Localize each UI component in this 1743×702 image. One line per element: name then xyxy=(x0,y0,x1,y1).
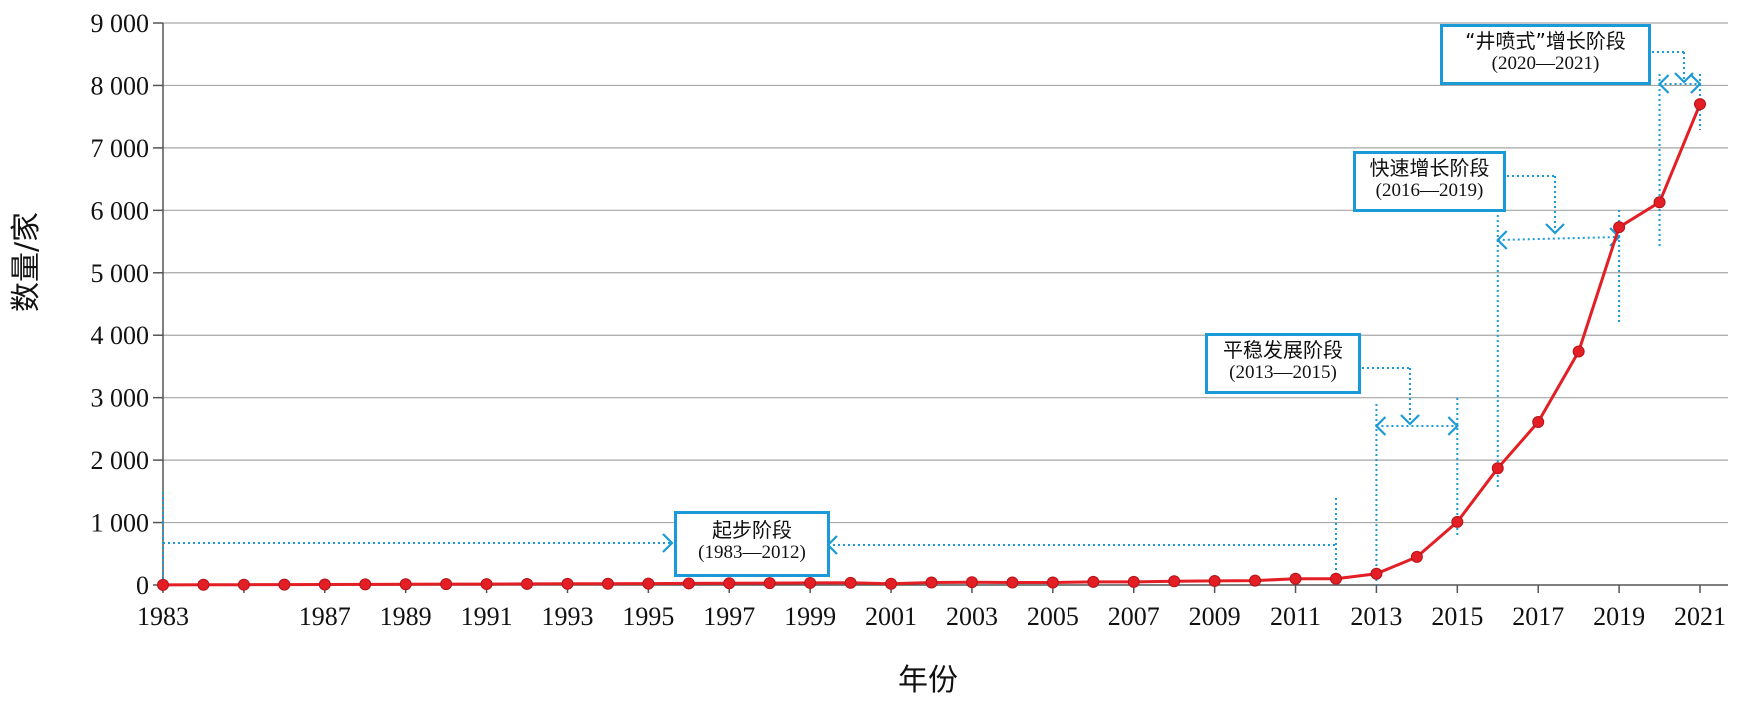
data-point xyxy=(1087,575,1100,588)
y-axis-title: 数量/家 xyxy=(9,212,44,312)
data-point xyxy=(844,576,857,589)
data-point xyxy=(682,577,695,590)
data-point xyxy=(885,577,898,590)
data-point xyxy=(318,578,331,591)
x-tick-label: 2021 xyxy=(1674,602,1726,631)
data-point xyxy=(399,578,412,591)
x-tick-label: 2015 xyxy=(1431,602,1483,631)
stage-stable-arrowhead-left xyxy=(1374,416,1387,436)
data-point xyxy=(1127,575,1140,588)
data-point xyxy=(480,578,493,591)
y-tick-label: 4 000 xyxy=(91,321,150,350)
data-point xyxy=(157,578,169,591)
stage-stable-arrowhead-right xyxy=(1447,416,1459,436)
axes xyxy=(153,22,1728,593)
data-point xyxy=(440,578,453,591)
data-point xyxy=(1532,416,1545,429)
data-point xyxy=(1289,572,1302,585)
stage-label-startup: 起步阶段 (1983—2012) xyxy=(674,511,830,577)
data-point xyxy=(1694,98,1706,111)
x-tick-label: 2007 xyxy=(1108,602,1160,631)
stage-rapid-leader-arrow xyxy=(1545,223,1565,235)
stage-label-stable: 平稳发展阶段 (2013—2015) xyxy=(1205,333,1361,394)
stage-startup-name: 起步阶段 xyxy=(712,518,792,542)
stage-stable-name: 平稳发展阶段 xyxy=(1223,338,1343,362)
stage-rapid-arrowhead-left xyxy=(1496,230,1508,250)
y-tick-labels: 0 1 000 2 000 3 000 4 000 5 000 6 000 7 000 8 00… xyxy=(91,9,150,600)
x-tick-label: 2001 xyxy=(865,602,917,631)
data-point xyxy=(1613,221,1626,234)
y-tick-label: 6 000 xyxy=(91,196,150,225)
gridlines xyxy=(163,22,1728,524)
data-point xyxy=(521,577,534,590)
data-point xyxy=(278,578,291,591)
data-point xyxy=(1249,574,1262,587)
x-tick-label: 2011 xyxy=(1270,602,1321,631)
x-tick-label: 1993 xyxy=(541,602,593,631)
data-point xyxy=(1168,575,1181,588)
stage-explosive-leader-arrow xyxy=(1674,72,1694,84)
y-tick-label: 7 000 xyxy=(91,134,150,163)
y-tick-label: 3 000 xyxy=(91,384,150,413)
data-point xyxy=(197,578,210,591)
stage-startup-arrowhead-left xyxy=(662,533,674,553)
y-tick-label: 2 000 xyxy=(91,446,150,475)
data-point xyxy=(763,577,776,590)
data-point xyxy=(601,577,614,590)
data-point xyxy=(1329,572,1342,585)
data-point xyxy=(723,577,736,590)
stage-label-rapid: 快速增长阶段 (2016—2019) xyxy=(1353,151,1506,212)
data-point xyxy=(1208,574,1221,587)
y-tick-label: 0 xyxy=(136,571,149,600)
stage-rapid-span xyxy=(1497,236,1620,241)
data-point xyxy=(642,577,655,590)
data-point xyxy=(1006,576,1019,589)
stage-explosive-name: “井喷式”增长阶段 xyxy=(1465,29,1626,53)
data-point xyxy=(1410,550,1423,563)
stage-stable-leader-arrow xyxy=(1400,414,1420,426)
x-tick-labels: 1983 1987 1989 1991 1993 1995 1997 1999 2001 2003… xyxy=(137,602,1726,631)
stage-label-explosive: “井喷式”增长阶段 (2020—2021) xyxy=(1440,24,1651,85)
x-tick-label: 2013 xyxy=(1350,602,1402,631)
x-tick-label: 2009 xyxy=(1189,602,1241,631)
data-point xyxy=(1046,576,1059,589)
data-point xyxy=(1653,196,1666,209)
x-tick-label: 1999 xyxy=(784,602,836,631)
x-tick-label: 1995 xyxy=(622,602,674,631)
series-layer xyxy=(157,98,1706,591)
y-tick-label: 1 000 xyxy=(91,509,150,538)
x-tick-label: 1991 xyxy=(461,602,513,631)
x-tick-label: 1983 xyxy=(137,602,189,631)
x-tick-label: 1987 xyxy=(299,602,351,631)
x-tick-label: 2017 xyxy=(1512,602,1564,631)
data-point xyxy=(804,576,817,589)
stage-startup-range: (1983—2012) xyxy=(698,542,806,563)
x-tick-label: 2019 xyxy=(1593,602,1645,631)
x-tick-label: 2005 xyxy=(1027,602,1079,631)
stage-explosive-range: (2020—2021) xyxy=(1491,53,1600,74)
stage-annotation-lines xyxy=(162,51,1702,585)
data-point xyxy=(1491,462,1504,475)
stage-rapid-name: 快速增长阶段 xyxy=(1369,156,1490,180)
x-tick-label: 2003 xyxy=(946,602,998,631)
data-point xyxy=(237,578,250,591)
data-point xyxy=(1451,515,1464,528)
x-tick-label: 1997 xyxy=(703,602,755,631)
stage-rapid-range: (2016—2019) xyxy=(1375,180,1484,201)
data-point xyxy=(561,577,574,590)
x-axis-title: 年份 xyxy=(898,663,958,698)
x-tick-label: 1989 xyxy=(380,602,432,631)
data-point xyxy=(359,578,372,591)
y-tick-label: 8 000 xyxy=(91,71,150,100)
data-point xyxy=(925,576,938,589)
stage-explosive-arrowhead-left xyxy=(1657,74,1670,94)
data-point xyxy=(1370,567,1383,580)
stage-explosive-arrowhead-right xyxy=(1690,74,1702,94)
data-point xyxy=(1572,345,1585,358)
stage-stable-range: (2013—2015) xyxy=(1229,362,1337,383)
y-tick-label: 5 000 xyxy=(91,259,150,288)
y-tick-label: 9 000 xyxy=(91,9,150,38)
data-point xyxy=(965,576,978,589)
